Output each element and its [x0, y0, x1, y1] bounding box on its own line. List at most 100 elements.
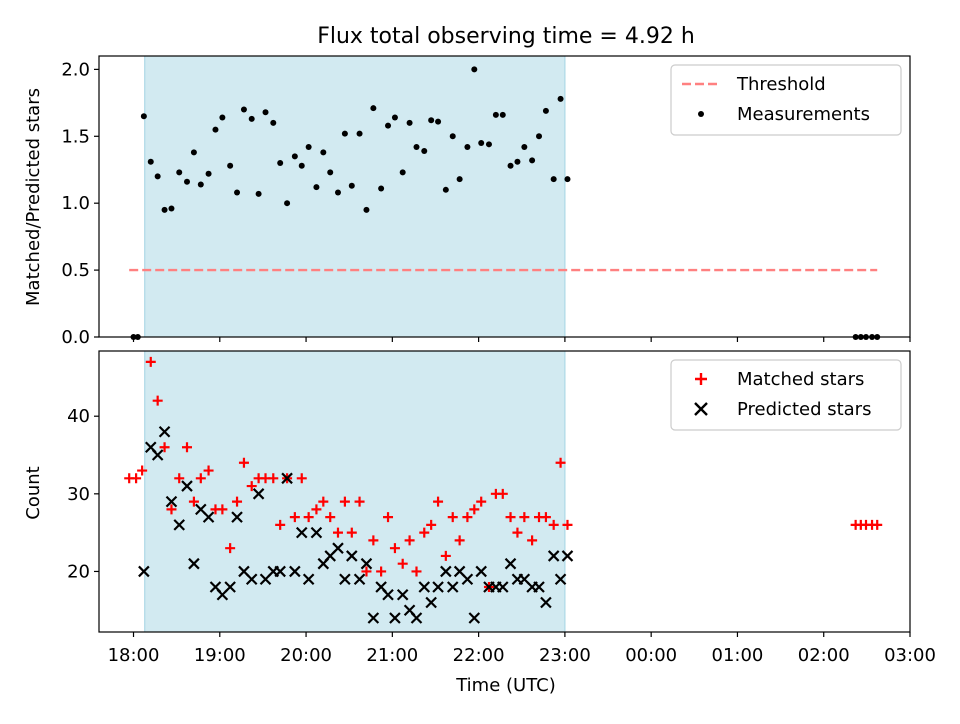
matched-star-point	[397, 558, 408, 569]
top-y-tick-label: 1.0	[61, 193, 90, 214]
predicted-star-point	[367, 612, 380, 624]
predicted-star-point	[496, 581, 509, 593]
x-axis-label: Time (UTC)	[455, 675, 556, 696]
predicted-star-point	[202, 511, 215, 523]
measurement-point	[190, 149, 197, 156]
predicted-star-point	[138, 565, 150, 578]
measurement-point	[284, 200, 291, 207]
measurement-point	[184, 178, 191, 185]
measurement-point	[557, 95, 564, 102]
measurement-point	[564, 176, 571, 183]
measurement-point	[277, 160, 284, 167]
matched-star-point	[411, 566, 422, 577]
predicted-star-point	[540, 596, 552, 609]
matched-star-point	[303, 512, 314, 523]
matched-star-point	[195, 473, 206, 484]
matched-star-point	[497, 488, 508, 499]
matched-star-point	[318, 496, 329, 507]
matched-star-point	[505, 512, 516, 523]
legend-predicted-swatch	[694, 402, 708, 416]
bottom-series-0	[124, 356, 883, 592]
measurement-point	[219, 114, 226, 121]
matched-star-point	[404, 535, 415, 546]
matched-star-point	[246, 481, 257, 492]
predicted-star-point	[302, 573, 315, 585]
x-tick-label: 03:00	[884, 645, 936, 666]
measurement-point	[478, 139, 485, 146]
predicted-star-point	[173, 519, 186, 531]
top-y-tick-label: 0.5	[61, 260, 90, 281]
x-tick-label: 02:00	[798, 645, 850, 666]
bottom-y-tick-label: 20	[67, 561, 90, 582]
measurement-point	[370, 105, 377, 112]
predicted-star-point	[561, 550, 574, 562]
predicted-star-point	[310, 526, 323, 539]
matched-star-point	[275, 519, 286, 530]
measurement-point	[442, 186, 449, 193]
matched-star-point	[346, 527, 357, 538]
legend-label: Threshold	[736, 74, 826, 95]
measurement-point	[399, 169, 406, 176]
measurement-point	[227, 162, 234, 169]
matched-star-point	[540, 512, 551, 523]
predicted-star-point	[446, 581, 459, 593]
measurement-point	[485, 141, 492, 148]
measurement-point	[320, 149, 327, 156]
matched-star-point	[174, 473, 185, 484]
matched-star-point	[268, 473, 279, 484]
predicted-star-point	[382, 588, 394, 601]
predicted-star-point	[252, 488, 265, 500]
x-tick-label: 22:00	[453, 645, 505, 666]
predicted-star-point	[295, 526, 308, 539]
predicted-star-point	[353, 573, 366, 585]
measurement-point	[255, 190, 262, 197]
legend-label: Predicted stars	[737, 399, 871, 420]
matched-star-point	[389, 543, 400, 554]
matched-star-point	[166, 504, 177, 515]
measurement-point	[456, 176, 463, 183]
measurement-point	[305, 143, 312, 150]
matched-star-point	[217, 504, 228, 515]
predicted-star-point	[425, 596, 437, 609]
measurement-point	[499, 111, 506, 118]
measurement-point	[464, 143, 471, 150]
legend-label: Measurements	[737, 104, 870, 125]
matched-star-point	[232, 496, 243, 507]
bottom-legend: Matched stars Predicted stars	[670, 359, 902, 431]
measurement-point	[507, 162, 514, 169]
predicted-star-point	[158, 425, 171, 438]
measurement-point	[385, 122, 392, 129]
measurement-point	[248, 115, 255, 122]
matched-star-point	[289, 512, 300, 523]
top-series-1	[130, 66, 881, 340]
measurement-point	[334, 189, 341, 196]
predicted-star-point	[461, 573, 474, 585]
bottom-y-tick-label: 40	[67, 406, 90, 427]
measurement-point	[378, 185, 385, 192]
chart-title: Flux total observing time = 4.92 h	[317, 24, 695, 49]
matched-star-point	[433, 496, 444, 507]
measurement-point	[529, 157, 536, 164]
matched-star-point	[519, 512, 530, 523]
predicted-star-point	[245, 573, 258, 585]
matched-star-point	[339, 496, 350, 507]
measurement-point	[147, 158, 154, 165]
matched-star-point	[203, 465, 214, 476]
predicted-star-point	[332, 542, 344, 554]
matched-star-point	[159, 442, 170, 453]
matched-star-point	[462, 512, 473, 523]
measurement-point	[262, 109, 269, 116]
measurement-point	[391, 114, 398, 121]
predicted-star-point	[396, 588, 409, 601]
predicted-star-point	[440, 565, 452, 578]
measurement-point	[471, 66, 478, 73]
top-plot: 0.0 0.5 1.0 1.5 2.0 Threshold Measurements	[61, 55, 911, 348]
measurement-point	[413, 143, 420, 150]
measurement-point	[270, 119, 277, 126]
matched-star-point	[332, 527, 343, 538]
measurement-point	[327, 169, 334, 176]
measurement-point	[154, 173, 161, 180]
bottom-y-tick-label: 30	[67, 484, 90, 505]
measurement-point	[550, 176, 557, 183]
